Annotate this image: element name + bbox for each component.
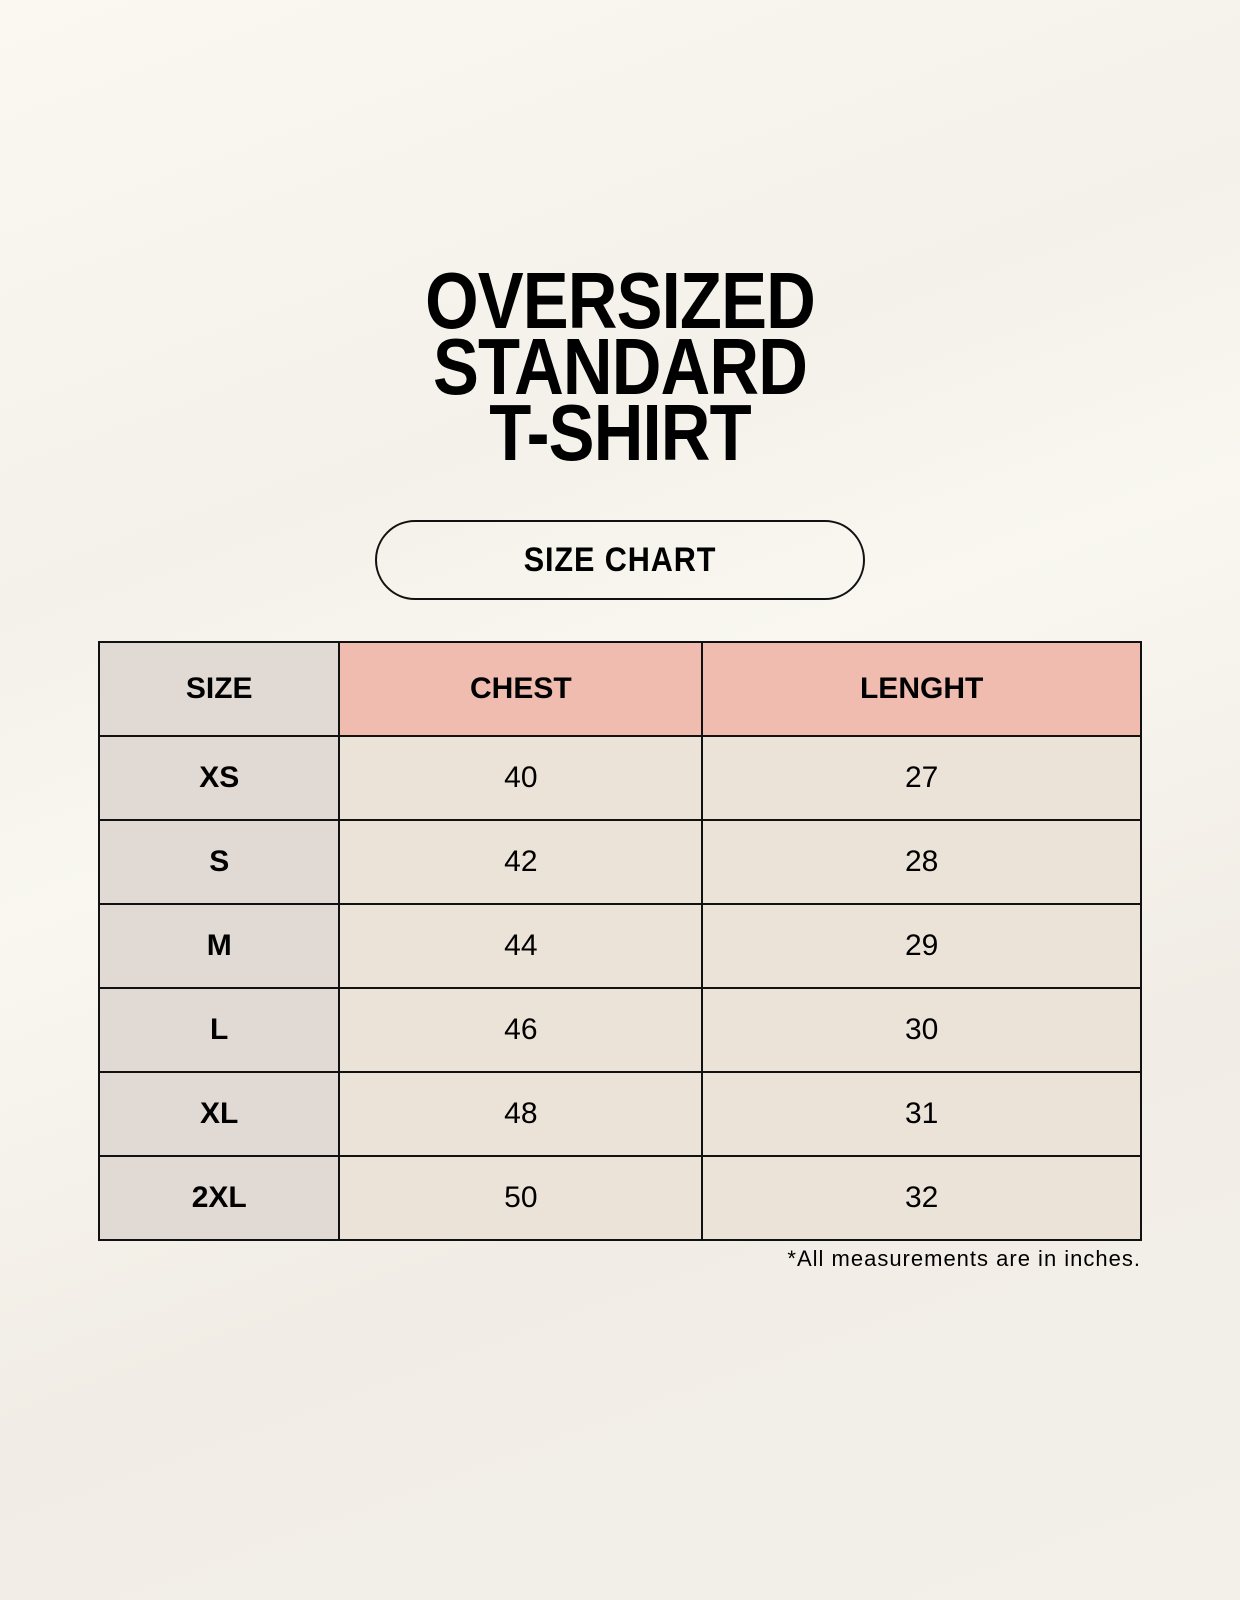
table-row: XS 40 27 — [97, 735, 1142, 821]
size-cell: M — [97, 903, 341, 989]
table-row: M 44 29 — [97, 903, 1142, 989]
measurement-cell: 40 — [338, 735, 704, 821]
measurement-cell: 30 — [701, 987, 1142, 1073]
size-cell: XL — [97, 1071, 341, 1157]
title-line: STANDARD — [432, 322, 808, 411]
size-table: SIZE CHEST LENGHT XS 40 27 S 42 28 M 44 29 L 46 30 XL 4… — [97, 641, 1142, 1241]
column-header: CHEST — [338, 641, 704, 737]
table-row: XL 48 31 — [97, 1071, 1142, 1157]
table-header-row: SIZE CHEST LENGHT — [97, 641, 1142, 737]
size-cell: L — [97, 987, 341, 1073]
measurement-cell: 48 — [338, 1071, 704, 1157]
measurement-cell: 31 — [701, 1071, 1142, 1157]
size-chart-badge: SIZE CHART — [375, 520, 865, 600]
title-line: OVERSIZED — [425, 256, 816, 345]
table-row: L 46 30 — [97, 987, 1142, 1073]
table-row: S 42 28 — [97, 819, 1142, 905]
page-title: OVERSIZED STANDARD T-SHIRT — [0, 256, 1240, 477]
measurement-cell: 32 — [701, 1155, 1142, 1241]
size-cell: 2XL — [97, 1155, 341, 1241]
size-cell: XS — [97, 735, 341, 821]
measurement-cell: 50 — [338, 1155, 704, 1241]
column-header: SIZE — [97, 641, 341, 737]
measurement-cell: 28 — [701, 819, 1142, 905]
measurement-cell: 46 — [338, 987, 704, 1073]
measurement-cell: 27 — [701, 735, 1142, 821]
title-line: T-SHIRT — [489, 388, 751, 477]
footnote: *All measurements are in inches. — [787, 1246, 1141, 1271]
column-header: LENGHT — [701, 641, 1142, 737]
table-row: 2XL 50 32 — [97, 1155, 1142, 1241]
measurement-cell: 44 — [338, 903, 704, 989]
measurement-cell: 29 — [701, 903, 1142, 989]
size-cell: S — [97, 819, 341, 905]
measurement-cell: 42 — [338, 819, 704, 905]
